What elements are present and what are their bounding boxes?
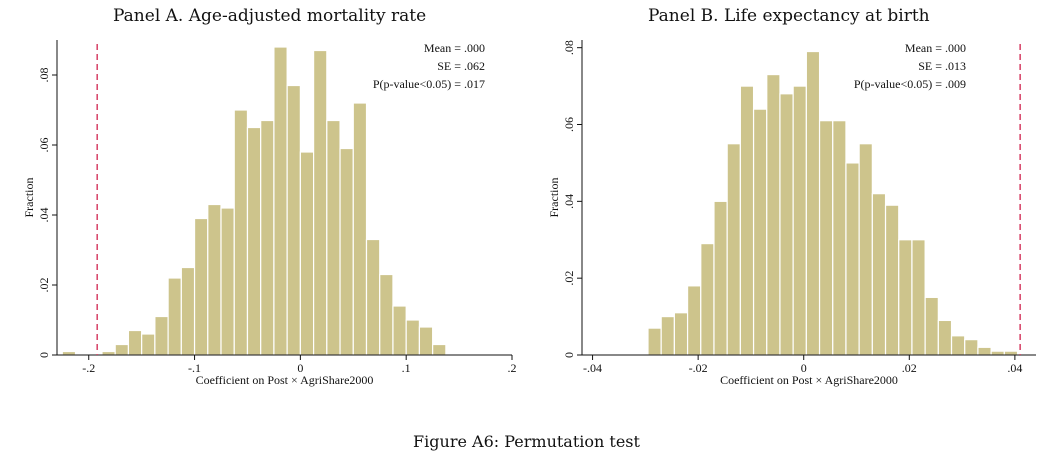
panel-b-histogram: -.04 -.02 0 .02 .04 0 .02 .04 .06 .08 Coefficient …: [547, 40, 1036, 387]
histogram-bar: [752, 108, 768, 356]
histogram-bar: [924, 296, 939, 356]
histogram-bar: [405, 319, 421, 356]
histogram-bar: [686, 285, 702, 356]
histogram-bar: [713, 200, 728, 356]
histogram-bar: [154, 315, 169, 356]
x-tick-label: .1: [402, 361, 411, 375]
histogram-bar: [700, 242, 715, 356]
y-tick-label: 0: [37, 352, 51, 358]
x-tick-label: .02: [902, 361, 917, 375]
y-tick-label: .08: [37, 68, 51, 83]
x-tick-label: -.04: [583, 361, 602, 375]
histogram-bar: [114, 343, 130, 356]
histogram-bar: [818, 120, 834, 356]
stats-annotation: P(p-value<0.05) = .009: [854, 77, 966, 91]
figure-caption: Figure A6: Permutation test: [413, 432, 640, 451]
x-tick-label: 0: [297, 361, 303, 375]
histogram-bar: [990, 350, 1005, 356]
panel-a-title: Panel A. Age-adjusted mortality rate: [113, 6, 427, 26]
histogram-bar: [233, 109, 249, 356]
x-axis-title: Coefficient on Post × AgriShare2000: [720, 373, 898, 387]
histogram-bar: [871, 193, 887, 356]
x-tick-label: -.1: [188, 361, 201, 375]
histogram-bar: [964, 339, 979, 356]
y-axis-title: Fraction: [547, 178, 561, 218]
histogram-bar: [739, 85, 755, 356]
x-tick-label: .2: [508, 361, 517, 375]
histogram-bar: [260, 119, 275, 356]
histogram-bar: [365, 238, 381, 356]
x-tick-label: -.2: [82, 361, 95, 375]
y-tick-label: .02: [37, 278, 51, 293]
histogram-bar: [193, 217, 209, 356]
histogram-bar: [726, 143, 741, 356]
histogram-bar: [379, 273, 394, 356]
y-axis-title: Fraction: [22, 178, 36, 218]
histogram-bar: [779, 93, 794, 356]
histogram-bar: [832, 120, 847, 356]
histogram-bar: [792, 85, 807, 356]
histogram-bar: [805, 50, 821, 356]
histogram-bar: [326, 119, 341, 356]
histogram-bar: [418, 326, 434, 356]
y-tick-label: .04: [37, 208, 51, 223]
histogram-bar: [246, 126, 262, 356]
histogram-bar: [858, 143, 873, 356]
histogram-bar: [950, 335, 966, 356]
y-tick-label: .08: [562, 40, 576, 55]
histogram-bar: [673, 312, 689, 356]
histogram-bar: [432, 343, 447, 356]
histogram-bar: [884, 204, 900, 356]
y-tick-label: .02: [562, 271, 576, 286]
histogram-bar: [180, 266, 196, 356]
histogram-bar: [101, 350, 116, 356]
x-tick-label: .04: [1007, 361, 1022, 375]
x-tick-label: 0: [801, 361, 807, 375]
histogram-bar: [845, 162, 860, 356]
histogram-bar: [1003, 350, 1019, 356]
histogram-bar: [977, 346, 992, 356]
histogram-bar: [207, 203, 222, 356]
histogram-bar: [898, 239, 913, 356]
histogram-bar: [141, 333, 156, 356]
histogram-bar: [660, 315, 675, 356]
histogram-bar: [220, 207, 235, 356]
panel-a-histogram: -.2 -.1 0 .1 .2 0 .02 .04 .06 .08 Coefficient on P…: [22, 40, 517, 387]
stats-annotation: SE = .062: [437, 59, 485, 73]
panel-b-title: Panel B. Life expectancy at birth: [648, 6, 930, 26]
histogram-bar: [127, 329, 143, 356]
histogram-bar: [286, 84, 301, 356]
histogram-bar: [273, 46, 288, 356]
histogram-bar: [352, 102, 368, 356]
histogram-bar: [911, 239, 926, 356]
histogram-bar: [766, 73, 781, 356]
y-tick-label: .06: [37, 138, 51, 153]
x-tick-label: -.02: [689, 361, 708, 375]
y-tick-label: .06: [562, 117, 576, 132]
histogram-bar: [299, 151, 315, 356]
y-tick-label: .04: [562, 194, 576, 209]
histogram-bar: [339, 147, 354, 356]
y-tick-label: 0: [562, 352, 576, 358]
histogram-bar: [647, 327, 662, 356]
stats-annotation: Mean = .000: [905, 41, 966, 55]
histogram-bar: [312, 49, 328, 356]
stats-annotation: Mean = .000: [424, 41, 485, 55]
histogram-bar: [392, 305, 407, 356]
x-axis-title: Coefficient on Post × AgriShare2000: [196, 373, 374, 387]
histogram-bar: [937, 319, 953, 356]
histogram-bar: [61, 350, 77, 356]
stats-annotation: P(p-value<0.05) = .017: [373, 77, 485, 91]
histogram-bar: [167, 277, 182, 356]
stats-annotation: SE = .013: [918, 59, 966, 73]
